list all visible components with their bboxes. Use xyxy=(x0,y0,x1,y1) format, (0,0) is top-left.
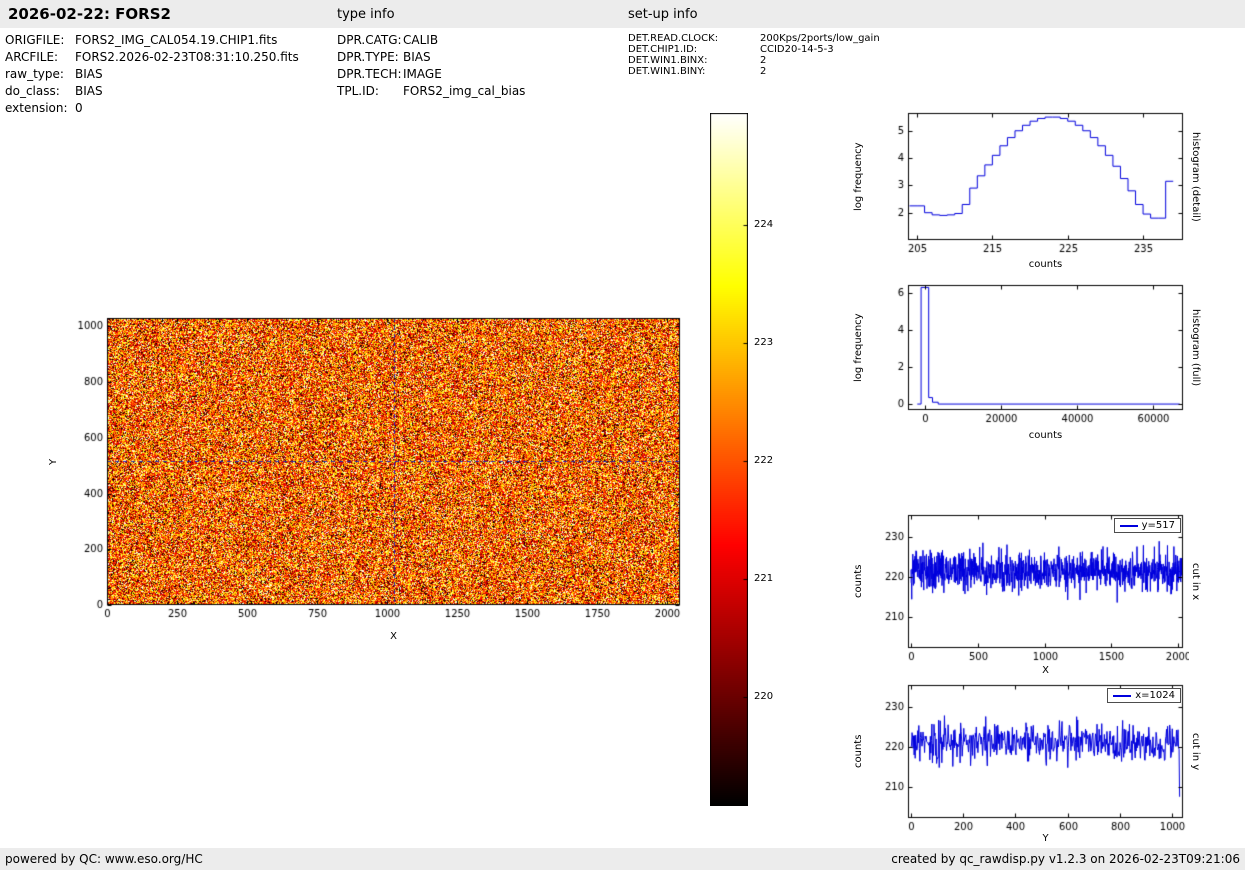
cut-x-legend: y=517 xyxy=(1113,518,1181,533)
hist-detail-xlabel: counts xyxy=(1028,259,1063,270)
hist-full-side-label: histogram (full) xyxy=(1190,308,1201,387)
cut-x-side-label: cut in x xyxy=(1190,562,1201,601)
info-label: DET.WIN1.BINX: xyxy=(628,55,708,66)
cut-y-side-label: cut in y xyxy=(1190,732,1201,771)
colorbar-tick-labels: 220 221 222 223 224 xyxy=(754,0,794,870)
colorbar xyxy=(710,113,748,806)
type-info-heading: type info xyxy=(337,7,395,22)
setup-info-heading: set-up info xyxy=(628,7,698,22)
info-label: DPR.TYPE: xyxy=(337,50,399,64)
cut-y-legend: x=1024 xyxy=(1107,688,1181,703)
info-value: FORS2_img_cal_bias xyxy=(403,84,526,98)
info-value: 0 xyxy=(75,101,83,115)
colorbar-tick-label: 223 xyxy=(754,337,774,348)
cut-y-ylabel: counts xyxy=(853,734,864,769)
info-value: BIAS xyxy=(403,50,431,64)
info-value: 2 xyxy=(760,55,767,66)
info-value: CALIB xyxy=(403,33,439,47)
info-label: DET.READ.CLOCK: xyxy=(628,33,719,44)
info-label: ARCFILE: xyxy=(5,50,59,64)
info-value: FORS2.2026-02-23T08:31:10.250.fits xyxy=(75,50,299,64)
info-value: BIAS xyxy=(75,67,103,81)
info-value: 2 xyxy=(760,66,767,77)
info-label: DPR.TECH: xyxy=(337,67,402,81)
footer-bar: powered by QC: www.eso.org/HC created by… xyxy=(0,848,1245,870)
info-label: raw_type: xyxy=(5,67,64,81)
legend-label: y=517 xyxy=(1141,520,1175,531)
footer-right-text: created by qc_rawdisp.py v1.2.3 on 2026-… xyxy=(891,852,1240,866)
hist-full-ylabel: log frequency xyxy=(853,313,864,382)
info-label: DPR.CATG: xyxy=(337,33,402,47)
info-value: BIAS xyxy=(75,84,103,98)
info-label: DET.CHIP1.ID: xyxy=(628,44,698,55)
info-label: extension: xyxy=(5,101,68,115)
bias-ylabel: Y xyxy=(48,458,59,465)
hist-detail-ylabel: log frequency xyxy=(853,142,864,211)
info-value: IMAGE xyxy=(403,67,442,81)
info-value: 200Kps/2ports/low_gain xyxy=(760,33,880,44)
histogram-detail-plot xyxy=(878,107,1189,260)
colorbar-tick-label: 222 xyxy=(754,455,774,466)
cut-x-xlabel: X xyxy=(1042,665,1049,676)
legend-label: x=1024 xyxy=(1135,690,1175,701)
hist-full-xlabel: counts xyxy=(1028,430,1063,441)
info-label: DET.WIN1.BINY: xyxy=(628,66,706,77)
colorbar-tick-label: 220 xyxy=(754,691,774,702)
info-label: do_class: xyxy=(5,84,60,98)
legend-line-sample xyxy=(1113,694,1132,697)
cut-in-x-plot xyxy=(878,509,1189,668)
cut-x-ylabel: counts xyxy=(853,564,864,599)
cut-in-y-plot xyxy=(878,679,1189,838)
bias-image-plot xyxy=(62,310,688,640)
info-label: TPL.ID: xyxy=(337,84,379,98)
legend-line-sample xyxy=(1119,524,1138,527)
page-title: 2026-02-22: FORS2 xyxy=(8,5,171,23)
header-bar: 2026-02-22: FORS2 type info set-up info xyxy=(0,0,1245,28)
bias-xlabel: X xyxy=(390,631,397,642)
colorbar-tick-label: 221 xyxy=(754,573,774,584)
info-label: ORIGFILE: xyxy=(5,33,65,47)
footer-left-text: powered by QC: www.eso.org/HC xyxy=(5,852,203,866)
colorbar-tick-label: 224 xyxy=(754,219,774,230)
hist-detail-side-label: histogram (detail) xyxy=(1190,131,1201,222)
info-value: FORS2_IMG_CAL054.19.CHIP1.fits xyxy=(75,33,278,47)
cut-y-xlabel: Y xyxy=(1042,833,1049,844)
histogram-full-plot xyxy=(878,279,1189,430)
info-value: CCID20-14-5-3 xyxy=(760,44,834,55)
